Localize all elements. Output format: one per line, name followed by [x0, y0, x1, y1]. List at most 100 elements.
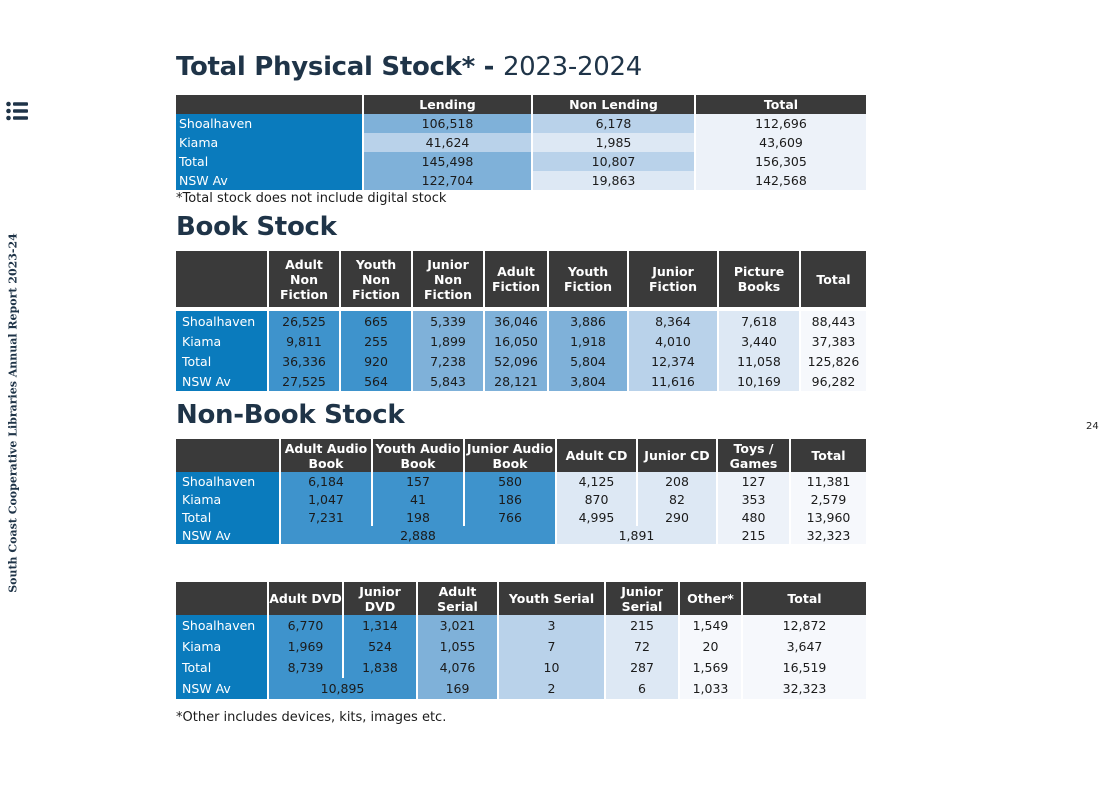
header-cell: Non Lending	[532, 95, 696, 114]
book-stock-table: Adult Non Fiction Youth Non Fiction Juni…	[176, 251, 868, 391]
table-cell: 3	[498, 615, 606, 636]
row-label: Kiama	[176, 636, 269, 657]
table-cell: 4,076	[417, 657, 499, 678]
table-cell: 157	[372, 472, 465, 490]
table-cell: 11,616	[628, 371, 719, 391]
table-cell: 7,231	[280, 508, 373, 526]
table-cell: 11,381	[790, 472, 868, 490]
header-cell: Total	[695, 95, 868, 114]
table-cell: 142,568	[695, 171, 868, 190]
book-stock-heading: Book Stock	[176, 212, 337, 242]
table-cell: 480	[717, 508, 791, 526]
table-cell: 26,525	[268, 311, 341, 331]
table-cell: 5,804	[548, 351, 629, 371]
table-cell: 112,696	[695, 114, 868, 133]
table-row: NSW Av 2,888 1,891 215 32,323	[176, 526, 868, 544]
total-physical-stock-heading: Total Physical Stock* - 2023-2024	[176, 52, 642, 82]
table-cell: 13,960	[790, 508, 868, 526]
table-cell: 4,010	[628, 331, 719, 351]
row-label: Kiama	[176, 490, 281, 508]
table-cell: 11,058	[718, 351, 801, 371]
table-row: Shoalhaven 106,518 6,178 112,696	[176, 114, 868, 133]
table-cell: 215	[717, 526, 791, 544]
table-cell: 27,525	[268, 371, 341, 391]
table-cell: 2	[498, 678, 606, 699]
table-row: Total 7,231 198 766 4,995 290 480 13,960	[176, 508, 868, 526]
table-row: Kiama 1,047 41 186 870 82 353 2,579	[176, 490, 868, 508]
header-cell: Youth Serial	[498, 582, 606, 615]
table-cell: 10	[498, 657, 606, 678]
table-cell: 6	[605, 678, 680, 699]
header-cell: Total	[800, 251, 868, 307]
table-cell: 3,021	[417, 615, 499, 636]
total-physical-stock-table: Lending Non Lending Total Shoalhaven 106…	[176, 95, 868, 190]
table-cell: 870	[556, 490, 638, 508]
header-cell: Youth Audio Book	[372, 439, 465, 472]
table-cell: 8,739	[268, 657, 344, 678]
table-cell: 215	[605, 615, 680, 636]
table-cell: 41	[372, 490, 465, 508]
table-cell: 8,364	[628, 311, 719, 331]
table-cell: 32,323	[790, 526, 868, 544]
table-cell: 1,918	[548, 331, 629, 351]
table-cell: 3,886	[548, 311, 629, 331]
table-cell: 106,518	[363, 114, 533, 133]
header-cell: Youth Fiction	[548, 251, 629, 307]
table-cell: 5,339	[412, 311, 485, 331]
table-cell: 6,184	[280, 472, 373, 490]
table-cell: 7,618	[718, 311, 801, 331]
header-cell: Adult Non Fiction	[268, 251, 341, 307]
list-menu-icon[interactable]	[6, 101, 28, 121]
table-cell: 287	[605, 657, 680, 678]
row-label: Total	[176, 657, 269, 678]
table-cell: 1,055	[417, 636, 499, 657]
table-cell: 1,549	[679, 615, 743, 636]
table-row: NSW Av 27,525 564 5,843 28,121 3,804 11,…	[176, 371, 868, 391]
table-cell: 12,374	[628, 351, 719, 371]
row-label: NSW Av	[176, 678, 269, 699]
row-label: Shoalhaven	[176, 615, 269, 636]
table-cell: 16,519	[742, 657, 868, 678]
table-cell: 9,811	[268, 331, 341, 351]
table-cell: 19,863	[532, 171, 696, 190]
table-cell: 37,383	[800, 331, 868, 351]
table-cell: 255	[340, 331, 413, 351]
header-cell: Total	[742, 582, 868, 615]
row-label: Shoalhaven	[176, 114, 364, 133]
table-cell: 3,647	[742, 636, 868, 657]
row-label: NSW Av	[176, 526, 281, 544]
table-cell: 169	[417, 678, 499, 699]
non-book-stock-table: Adult Audio Book Youth Audio Book Junior…	[176, 439, 868, 544]
table-cell: 10,169	[718, 371, 801, 391]
row-label: Shoalhaven	[176, 472, 281, 490]
header-cell: Adult DVD	[268, 582, 344, 615]
header-cell: Junior Serial	[605, 582, 680, 615]
header-cell: Junior CD	[637, 439, 718, 472]
table-cell: 1,047	[280, 490, 373, 508]
table-row: Shoalhaven 26,525 665 5,339 36,046 3,886…	[176, 311, 868, 331]
table-row: Shoalhaven 6,770 1,314 3,021 3 215 1,549…	[176, 615, 868, 636]
header-cell: Adult Fiction	[484, 251, 549, 307]
header-cell	[176, 95, 364, 114]
table-cell: 3,440	[718, 331, 801, 351]
table-cell: 12,872	[742, 615, 868, 636]
table-cell: 1,569	[679, 657, 743, 678]
table-cell: 2,888	[280, 526, 557, 544]
table-cell: 290	[637, 508, 718, 526]
header-cell: Youth Non Fiction	[340, 251, 413, 307]
table-cell: 32,323	[742, 678, 868, 699]
table-cell: 156,305	[695, 152, 868, 171]
table-row: Kiama 1,969 524 1,055 7 72 20 3,647	[176, 636, 868, 657]
table-cell: 88,443	[800, 311, 868, 331]
header-cell: Junior Fiction	[628, 251, 719, 307]
report-vertical-title: South Coast Cooperative Libraries Annual…	[6, 233, 20, 593]
table-cell: 7	[498, 636, 606, 657]
table-cell: 41,624	[363, 133, 533, 152]
table-cell: 7,238	[412, 351, 485, 371]
table-cell: 524	[343, 636, 418, 657]
digital-stock-note: *Total stock does not include digital st…	[176, 191, 447, 206]
table-row: Total 8,739 1,838 4,076 10 287 1,569 16,…	[176, 657, 868, 678]
table-cell: 10,807	[532, 152, 696, 171]
table-cell: 125,826	[800, 351, 868, 371]
header-cell	[176, 251, 269, 307]
